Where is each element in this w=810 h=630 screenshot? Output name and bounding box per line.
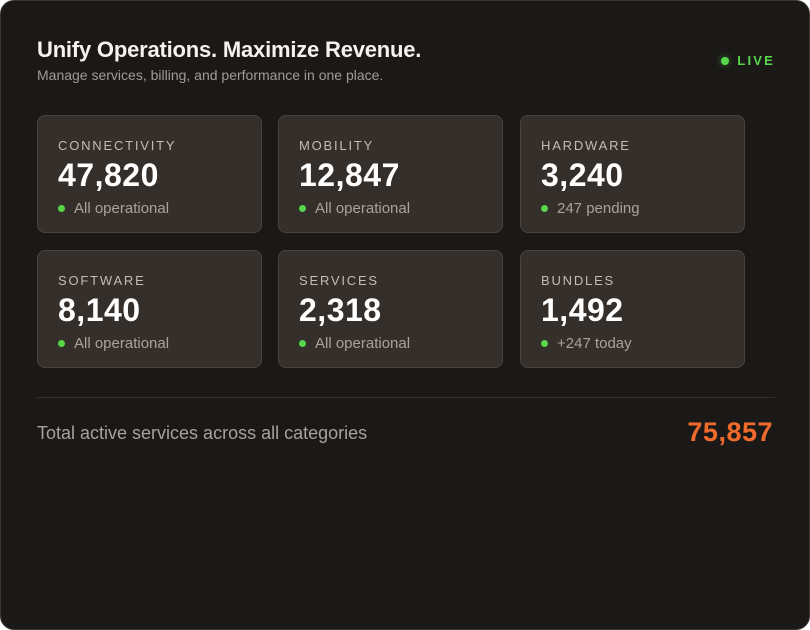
card-connectivity[interactable]: CONNECTIVITY 47,820 All operational bbox=[37, 115, 262, 233]
status-dot-icon bbox=[541, 205, 548, 212]
card-label: MOBILITY bbox=[299, 138, 375, 153]
section-divider bbox=[37, 397, 775, 398]
card-status: All operational bbox=[299, 335, 482, 352]
card-label: HARDWARE bbox=[541, 138, 631, 153]
card-status-text: All operational bbox=[315, 335, 411, 352]
card-value: 2,318 bbox=[299, 292, 382, 328]
card-value: 8,140 bbox=[58, 292, 141, 328]
card-software[interactable]: SOFTWARE 8,140 All operational bbox=[37, 250, 262, 368]
card-status-text: 247 pending bbox=[557, 200, 640, 217]
card-mobility[interactable]: MOBILITY 12,847 All operational bbox=[278, 115, 503, 233]
card-status: 247 pending bbox=[541, 200, 724, 217]
total-label: Total active services across all categor… bbox=[37, 423, 368, 443]
card-value: 47,820 bbox=[58, 157, 159, 193]
card-status: +247 today bbox=[541, 335, 724, 352]
status-dot-icon bbox=[299, 205, 306, 212]
card-value: 12,847 bbox=[299, 157, 400, 193]
live-label: LIVE bbox=[737, 53, 775, 68]
status-dot-icon bbox=[58, 340, 65, 347]
card-status-text: +247 today bbox=[557, 335, 632, 352]
card-label: BUNDLES bbox=[541, 273, 616, 288]
card-status: All operational bbox=[58, 335, 241, 352]
status-dot-icon bbox=[58, 205, 65, 212]
card-status: All operational bbox=[299, 200, 482, 217]
card-status-text: All operational bbox=[74, 335, 170, 352]
card-status-text: All operational bbox=[74, 200, 170, 217]
page-title: Unify Operations. Maximize Revenue. bbox=[37, 37, 422, 62]
card-services[interactable]: SERVICES 2,318 All operational bbox=[278, 250, 503, 368]
card-label: SERVICES bbox=[299, 273, 379, 288]
total-value: 75,857 bbox=[687, 417, 773, 447]
status-dot-icon bbox=[541, 340, 548, 347]
live-dot-icon bbox=[721, 56, 730, 65]
card-label: CONNECTIVITY bbox=[58, 138, 177, 153]
live-indicator: LIVE bbox=[721, 53, 775, 68]
card-value: 1,492 bbox=[541, 292, 624, 328]
page-subtitle: Manage services, billing, and performanc… bbox=[37, 67, 384, 83]
card-bundles[interactable]: BUNDLES 1,492 +247 today bbox=[520, 250, 745, 368]
card-label: SOFTWARE bbox=[58, 273, 146, 288]
card-status-text: All operational bbox=[315, 200, 411, 217]
card-hardware[interactable]: HARDWARE 3,240 247 pending bbox=[520, 115, 745, 233]
card-status: All operational bbox=[58, 200, 241, 217]
category-grid: CONNECTIVITY 47,820 All operational MOBI… bbox=[37, 115, 747, 370]
card-value: 3,240 bbox=[541, 157, 624, 193]
status-dot-icon bbox=[299, 340, 306, 347]
